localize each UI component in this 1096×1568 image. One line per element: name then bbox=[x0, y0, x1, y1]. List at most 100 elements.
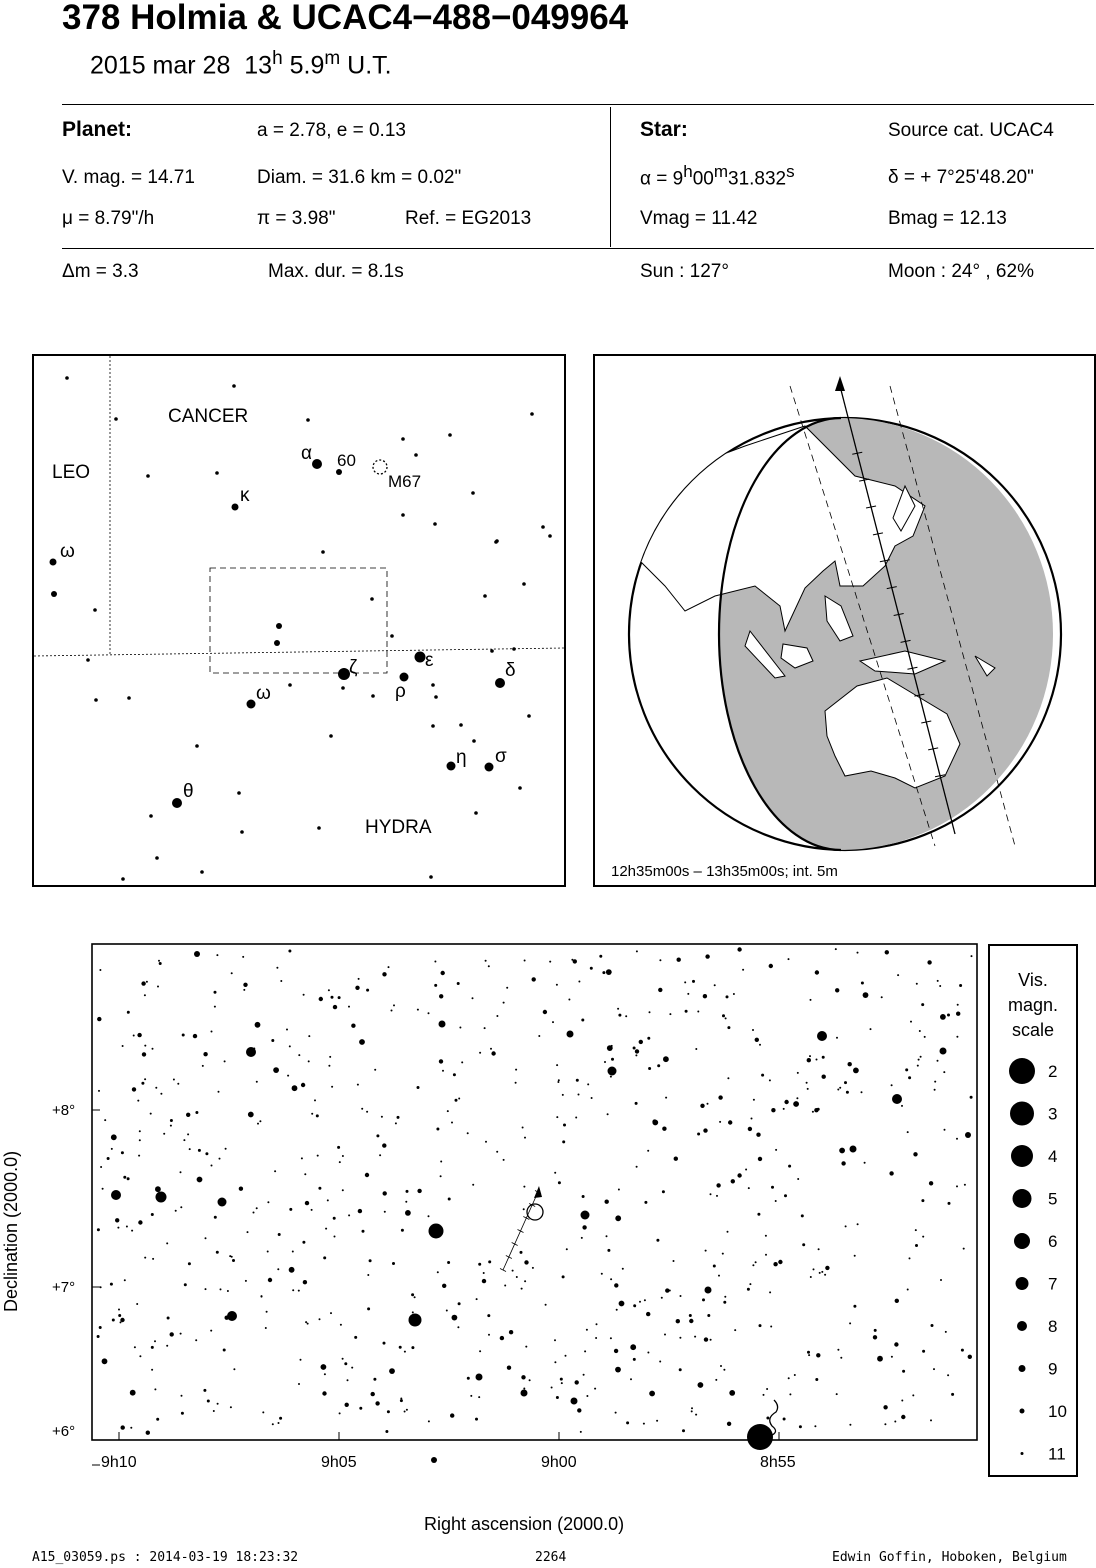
bright-star bbox=[446, 761, 456, 771]
star-ra-minutes: 00 bbox=[692, 168, 714, 190]
chart-star bbox=[451, 1314, 458, 1321]
chart-star bbox=[856, 1223, 859, 1226]
chart-star bbox=[610, 1278, 613, 1281]
chart-star bbox=[271, 1423, 274, 1426]
chart-star bbox=[914, 1229, 917, 1232]
alpha-label: α bbox=[301, 443, 312, 464]
magnitude-legend-svg: Vis. magn. scale 2 3 4 5 6 7 8 9 10 11 bbox=[1008, 970, 1067, 1464]
time-tick bbox=[886, 586, 897, 590]
chart-star bbox=[807, 1350, 810, 1354]
chart-star bbox=[187, 1133, 190, 1136]
chart-star bbox=[960, 1348, 964, 1352]
bright-star bbox=[495, 678, 505, 688]
chart-star bbox=[599, 954, 603, 958]
chart-star bbox=[765, 1253, 767, 1256]
bright-star bbox=[246, 699, 256, 709]
chart-star bbox=[411, 1346, 415, 1350]
chart-star bbox=[647, 1149, 650, 1152]
sumatra-island bbox=[744, 629, 786, 679]
footer-author: Edwin Goffin, Hoboken, Belgium bbox=[832, 1550, 1067, 1565]
chart-star bbox=[656, 1238, 660, 1242]
chart-star-bright bbox=[428, 1223, 444, 1239]
chart-star bbox=[224, 1315, 229, 1320]
chart-star bbox=[633, 1304, 637, 1308]
chart-star bbox=[204, 1288, 207, 1291]
chart-star bbox=[276, 966, 279, 969]
chart-star bbox=[647, 1351, 650, 1354]
chart-star bbox=[815, 1378, 819, 1381]
globe-svg: 12h35m00s – 13h35m00s; int. 5m bbox=[611, 376, 1063, 880]
chart-star bbox=[478, 1396, 481, 1399]
chart-star bbox=[96, 1228, 100, 1232]
chart-star bbox=[774, 1200, 777, 1202]
planet-ref: Ref. = EG2013 bbox=[405, 208, 532, 229]
chart-star bbox=[288, 1266, 295, 1273]
faint-star bbox=[155, 856, 159, 860]
chart-star bbox=[762, 1393, 765, 1396]
chart-star bbox=[158, 962, 162, 965]
chart-star bbox=[821, 1055, 825, 1059]
faint-star bbox=[390, 634, 394, 638]
chart-star bbox=[922, 1349, 926, 1353]
chart-star bbox=[253, 1047, 256, 1050]
chart-star bbox=[166, 1316, 170, 1320]
chart-star bbox=[747, 1187, 750, 1190]
chart-star bbox=[380, 1115, 383, 1118]
chart-star bbox=[789, 1393, 792, 1396]
chart-star bbox=[152, 1257, 155, 1260]
chart-star bbox=[555, 983, 558, 986]
chart-star bbox=[768, 1079, 771, 1082]
chart-star bbox=[862, 992, 869, 998]
faint-star bbox=[414, 453, 418, 457]
chart-star bbox=[223, 1060, 226, 1063]
chart-star bbox=[359, 1406, 363, 1410]
path-direction-arrow bbox=[835, 376, 845, 391]
chart-star bbox=[307, 1060, 310, 1063]
chart-star bbox=[675, 1319, 680, 1324]
chart-star bbox=[630, 1378, 632, 1381]
chart-star bbox=[255, 1207, 258, 1210]
eta-label: η bbox=[456, 747, 467, 768]
chart-star-bright bbox=[892, 1094, 902, 1104]
chart-star bbox=[318, 996, 323, 1002]
faint-star bbox=[472, 739, 476, 743]
y-axis-label: Declination (2000.0) bbox=[1, 1151, 21, 1312]
chart-star bbox=[306, 1322, 309, 1325]
chart-star bbox=[416, 1008, 419, 1011]
chart-star bbox=[718, 1095, 723, 1100]
faint-star bbox=[94, 698, 98, 702]
chart-star bbox=[594, 1387, 597, 1390]
chart-star bbox=[392, 1262, 395, 1265]
bright-star bbox=[231, 503, 239, 511]
chart-star bbox=[119, 1321, 122, 1324]
chart-star bbox=[727, 1026, 731, 1030]
chart-star bbox=[502, 1158, 505, 1161]
chart-star bbox=[584, 1350, 587, 1353]
chart-star bbox=[297, 1289, 300, 1292]
chart-star bbox=[561, 1093, 564, 1096]
chart-star bbox=[581, 1195, 585, 1198]
chart-star bbox=[298, 1383, 300, 1385]
chart-star bbox=[734, 1329, 737, 1332]
chart-star bbox=[230, 972, 233, 975]
chart-star bbox=[761, 1073, 765, 1077]
chart-star bbox=[411, 1293, 415, 1297]
chart-star bbox=[959, 984, 963, 987]
chart-star bbox=[723, 1368, 726, 1371]
chart-star bbox=[310, 1208, 313, 1211]
faint-star bbox=[200, 870, 204, 874]
chart-star bbox=[131, 1087, 137, 1092]
chart-star bbox=[921, 1003, 925, 1007]
chart-star bbox=[138, 1220, 143, 1225]
chart-star bbox=[186, 1112, 191, 1117]
chart-star bbox=[702, 994, 708, 999]
chart-star bbox=[563, 1123, 566, 1127]
chart-star bbox=[260, 1295, 263, 1298]
chart-star bbox=[434, 960, 437, 963]
chart-star bbox=[853, 1067, 859, 1074]
faint-star bbox=[317, 826, 321, 830]
chart-star bbox=[139, 1355, 142, 1358]
chart-star bbox=[339, 1323, 342, 1326]
chart-star bbox=[550, 1386, 553, 1389]
chart-star bbox=[577, 1093, 580, 1096]
